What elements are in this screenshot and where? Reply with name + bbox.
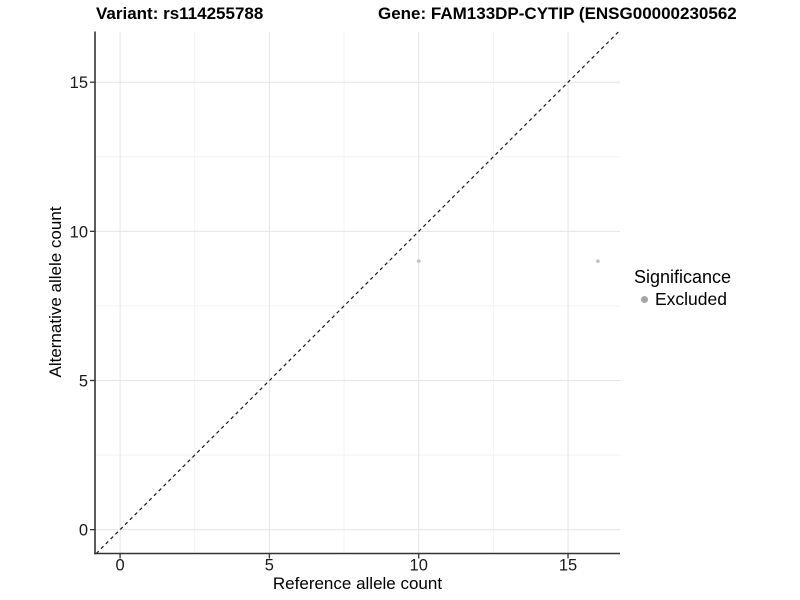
legend-item-label: Excluded: [655, 289, 727, 309]
legend-item-excluded: Excluded: [641, 289, 731, 310]
data-point: [596, 259, 600, 264]
svg-text:0: 0: [115, 557, 124, 575]
identity-line: [95, 31, 620, 554]
legend-point-icon: [641, 296, 648, 303]
x-axis-title: Reference allele count: [272, 574, 443, 593]
svg-text:5: 5: [265, 557, 274, 575]
axis-lines: [94, 31, 620, 555]
plot-title-gene: Gene: FAM133DP-CYTIP (ENSG00000230562: [378, 4, 737, 23]
legend: Significance Excluded: [634, 266, 731, 310]
svg-text:15: 15: [559, 557, 577, 575]
svg-text:5: 5: [79, 372, 88, 390]
legend-title: Significance: [634, 267, 732, 287]
plot-title-variant: Variant: rs114255788: [96, 4, 264, 23]
svg-text:10: 10: [410, 557, 428, 575]
series-excluded: [416, 259, 600, 264]
y-tick-labels: 0 5 10 15: [70, 74, 88, 539]
svg-text:0: 0: [79, 522, 88, 540]
tick-marks: [90, 81, 569, 559]
data-point: [416, 259, 421, 264]
grid-minor: [95, 31, 620, 554]
svg-text:15: 15: [70, 74, 88, 92]
svg-text:10: 10: [70, 223, 88, 241]
x-tick-labels: 0 5 10 15: [115, 557, 577, 575]
grid-major: [95, 31, 620, 554]
y-axis-title: Alternative allele count: [46, 206, 65, 378]
